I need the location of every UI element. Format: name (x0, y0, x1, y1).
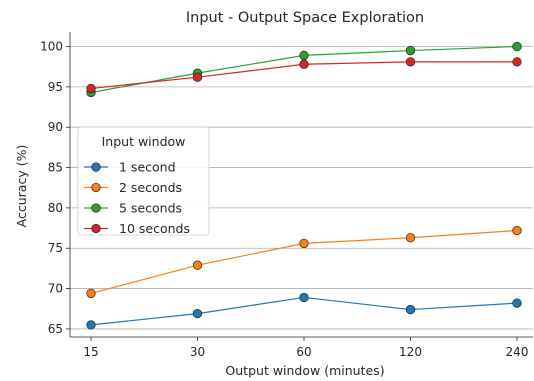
x-tick-label: 60 (296, 345, 311, 359)
y-tick-label: 100 (40, 40, 63, 54)
legend-box (77, 126, 210, 236)
data-point (86, 320, 96, 330)
legend-marker (91, 162, 101, 172)
series-5-seconds (86, 41, 522, 98)
data-point (192, 260, 203, 270)
legend-label: 5 seconds (119, 201, 182, 216)
legend-label: 10 seconds (119, 221, 190, 236)
data-point (299, 59, 309, 69)
data-point (405, 57, 416, 67)
legend-title: Input window (102, 134, 186, 149)
y-tick-label: 85 (48, 161, 63, 175)
data-point (192, 308, 203, 319)
series-1-second (86, 292, 522, 330)
data-point (405, 233, 416, 243)
legend-marker (91, 223, 101, 234)
x-tick-label: 240 (506, 345, 529, 359)
legend-label: 2 seconds (119, 180, 182, 195)
x-tick-label: 30 (190, 345, 205, 359)
y-tick-label: 70 (48, 282, 63, 296)
data-point (299, 292, 309, 303)
series-layer (86, 41, 522, 330)
series-10-seconds (86, 57, 522, 94)
axes: 65 70 75 80 85 90 95 100 15 30 60 120 240 (40, 32, 533, 359)
chart-title: Input - Output Space Exploration (186, 10, 424, 26)
data-point (299, 50, 309, 61)
y-tick-label: 80 (48, 201, 63, 215)
data-point (512, 298, 522, 308)
y-tick-label: 75 (48, 241, 63, 255)
data-point (299, 238, 309, 249)
data-point (405, 45, 416, 56)
legend-marker (91, 182, 101, 193)
data-point (192, 72, 203, 82)
y-tick-label: 95 (48, 80, 63, 94)
y-axis-label: Accuracy (%) (14, 145, 29, 228)
series-2-seconds (86, 225, 522, 299)
x-tick-label: 15 (83, 345, 98, 359)
legend: Input window 1 second 2 seconds 5 seconds 10… (77, 126, 210, 236)
data-point (86, 288, 96, 299)
x-axis-label: Output window (minutes) (225, 363, 384, 378)
data-point (86, 83, 96, 94)
legend-item: 5 seconds (84, 201, 182, 216)
data-point (405, 304, 416, 315)
data-point (512, 41, 522, 52)
data-point (512, 225, 522, 236)
legend-label: 1 second (119, 160, 176, 175)
y-tick-label: 90 (48, 120, 63, 134)
data-point (512, 57, 522, 67)
legend-item: 1 second (84, 160, 176, 175)
legend-item: 10 seconds (84, 221, 190, 236)
legend-marker (91, 203, 101, 213)
legend-item: 2 seconds (84, 180, 182, 195)
x-tick-label: 120 (399, 345, 422, 359)
y-tick-label: 65 (48, 322, 63, 336)
